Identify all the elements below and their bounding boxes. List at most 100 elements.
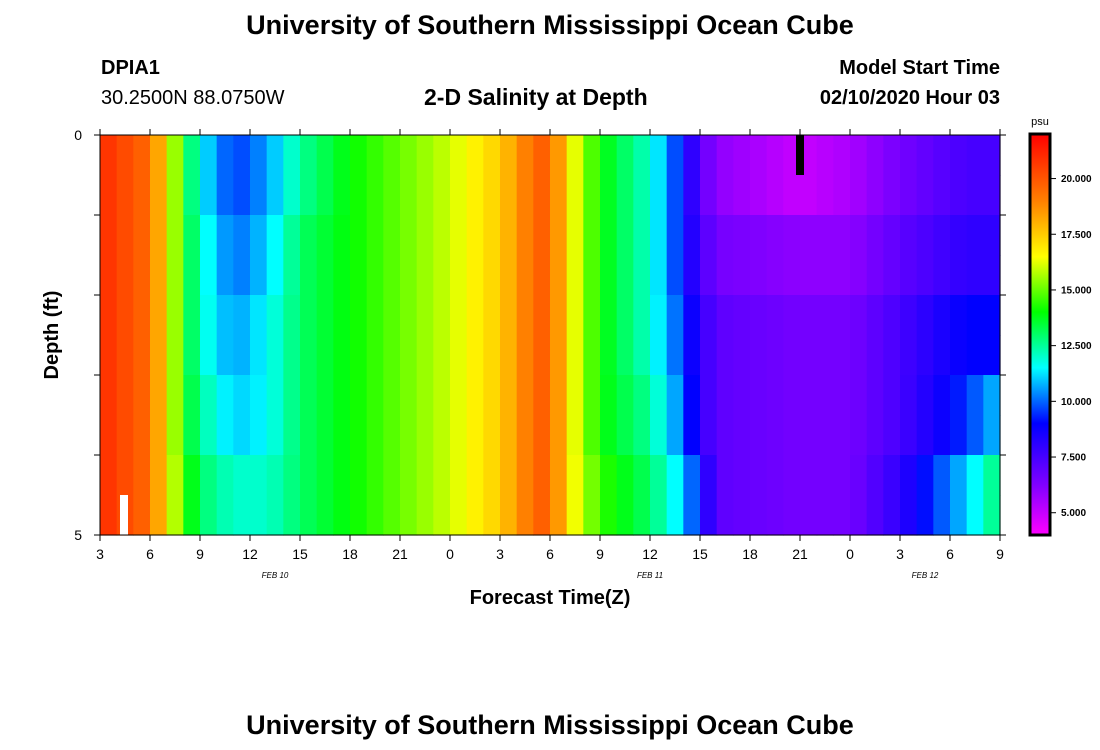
- heatmap-cell: [266, 455, 284, 496]
- heatmap-cell: [216, 415, 234, 456]
- heatmap-cell: [650, 255, 668, 296]
- heatmap-cell: [100, 335, 118, 376]
- heatmap-cell: [816, 255, 834, 296]
- heatmap-cell: [483, 335, 501, 376]
- heatmap-cell: [100, 215, 118, 256]
- heatmap-cell: [716, 455, 734, 496]
- heatmap-cell: [816, 175, 834, 216]
- date-label-feb12: FEB 12: [912, 571, 939, 580]
- heatmap-cell: [633, 495, 651, 536]
- heatmap-cell: [900, 495, 918, 536]
- x-tick-label: 6: [546, 546, 554, 562]
- heatmap-cell: [350, 495, 368, 536]
- heatmap-cell: [750, 495, 768, 536]
- heatmap-cell: [850, 375, 868, 416]
- y-axis-ticks: [94, 134, 1006, 536]
- heatmap-cell: [566, 495, 584, 536]
- heatmap-cell: [366, 455, 384, 496]
- heatmap-cell: [500, 375, 518, 416]
- heatmap-cell: [833, 335, 851, 376]
- heatmap-cell: [483, 175, 501, 216]
- heatmap-cell: [283, 375, 301, 416]
- heatmap-cell: [566, 335, 584, 376]
- heatmap-cell: [983, 215, 1001, 256]
- white-marker: [120, 495, 128, 535]
- heatmap-cell: [583, 375, 601, 416]
- heatmap-cell: [950, 415, 968, 456]
- heatmap-cell: [750, 455, 768, 496]
- heatmap-cell: [816, 335, 834, 376]
- heatmap-cell: [233, 335, 251, 376]
- heatmap-cell: [483, 135, 501, 176]
- heatmap-cell: [983, 175, 1001, 216]
- heatmap-cell: [183, 335, 201, 376]
- heatmap-cell: [150, 255, 168, 296]
- heatmap-cell: [483, 255, 501, 296]
- colorbar-tick-label: 12.500: [1061, 341, 1092, 352]
- heatmap-cell: [600, 335, 618, 376]
- heatmap-cell: [166, 135, 184, 176]
- heatmap-cell: [316, 335, 334, 376]
- heatmap-cell: [466, 215, 484, 256]
- heatmap-cell: [583, 455, 601, 496]
- heatmap-cell: [866, 255, 884, 296]
- page-title: University of Southern Mississippi Ocean…: [246, 10, 854, 40]
- heatmap-cell: [816, 415, 834, 456]
- heatmap-cell: [466, 415, 484, 456]
- heatmap-cell: [650, 335, 668, 376]
- heatmap-cell: [650, 495, 668, 536]
- heatmap-cell: [366, 215, 384, 256]
- heatmap-cell: [166, 335, 184, 376]
- heatmap-cell: [100, 175, 118, 216]
- heatmap-cell: [300, 415, 318, 456]
- heatmap-cell: [600, 295, 618, 336]
- heatmap-cell: [583, 255, 601, 296]
- heatmap-cell: [183, 295, 201, 336]
- heatmap-cell: [383, 335, 401, 376]
- heatmap-cell: [200, 215, 218, 256]
- heatmap-cell: [133, 215, 151, 256]
- heatmap-cell: [566, 175, 584, 216]
- heatmap-cell: [816, 455, 834, 496]
- heatmap-cell: [850, 335, 868, 376]
- heatmap-cell: [850, 415, 868, 456]
- heatmap-cell: [850, 135, 868, 176]
- heatmap-cell: [883, 215, 901, 256]
- heatmap-cell: [116, 135, 134, 176]
- heatmap-cell: [383, 375, 401, 416]
- heatmap-cell: [783, 495, 801, 536]
- heatmap-cell: [133, 295, 151, 336]
- heatmap-cell: [633, 135, 651, 176]
- heatmap-cell: [116, 415, 134, 456]
- heatmap-cell: [366, 135, 384, 176]
- x-tick-label: 21: [792, 546, 808, 562]
- heatmap-cell: [133, 375, 151, 416]
- heatmap-cell: [283, 255, 301, 296]
- heatmap-cell: [133, 335, 151, 376]
- heatmap-cell: [183, 415, 201, 456]
- heatmap-cell: [416, 495, 434, 536]
- heatmap-cell: [983, 135, 1001, 176]
- heatmap-cell: [766, 455, 784, 496]
- heatmap-cell: [200, 295, 218, 336]
- heatmap-cell: [933, 335, 951, 376]
- heatmap-cell: [733, 215, 751, 256]
- heatmap-cell: [516, 295, 534, 336]
- heatmap-cell: [733, 375, 751, 416]
- heatmap-cell: [233, 495, 251, 536]
- heatmap-cell: [383, 175, 401, 216]
- heatmap-cell: [216, 375, 234, 416]
- heatmap-cell: [833, 455, 851, 496]
- heatmap-cell: [633, 415, 651, 456]
- heatmap-cell: [133, 455, 151, 496]
- y-tick-label-0: 0: [74, 127, 82, 143]
- heatmap-cell: [533, 175, 551, 216]
- colorbar-tick-label: 17.500: [1061, 230, 1092, 241]
- heatmap-cell: [116, 455, 134, 496]
- heatmap-cell: [316, 375, 334, 416]
- heatmap-cell: [633, 455, 651, 496]
- heatmap-cell: [100, 455, 118, 496]
- heatmap-cell: [600, 455, 618, 496]
- heatmap-cell: [266, 495, 284, 536]
- heatmap-cell: [916, 415, 934, 456]
